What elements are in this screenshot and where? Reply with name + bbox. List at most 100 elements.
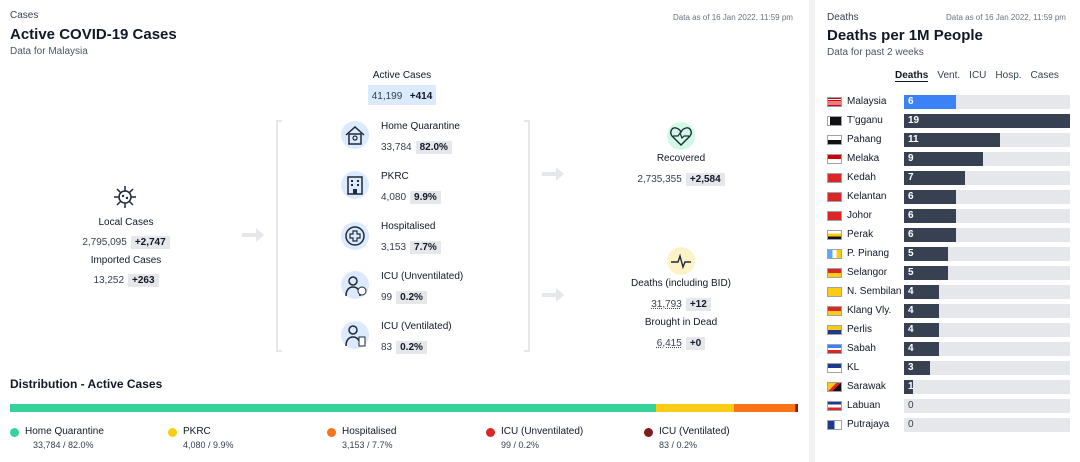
bar-value: 6 bbox=[908, 210, 914, 221]
active-cases-panel: Cases Active COVID-19 Cases Data for Mal… bbox=[0, 0, 809, 462]
bar-value: 9 bbox=[908, 153, 914, 164]
distribution-segment[interactable] bbox=[10, 404, 657, 412]
deaths-stat: Deaths (including BID) 31,793 +12 bbox=[605, 278, 757, 312]
bar-value: 6 bbox=[908, 96, 914, 107]
deaths-title: Deaths per 1M People bbox=[827, 27, 983, 44]
state-row[interactable]: N. Sembilan 4 bbox=[827, 285, 1072, 299]
state-row[interactable]: Sarawak 1 bbox=[827, 380, 1072, 394]
flag-pahang-icon bbox=[827, 135, 842, 145]
flag-perak-icon bbox=[827, 230, 842, 240]
state-row[interactable]: Perak 6 bbox=[827, 228, 1072, 242]
flag-perlis-icon bbox=[827, 325, 842, 335]
flag-kl-icon bbox=[827, 363, 842, 373]
local-cases-value: 2,795,095 bbox=[82, 237, 127, 248]
bracket-right bbox=[524, 120, 530, 352]
legend-value: 3,153 / 7.7% bbox=[342, 440, 393, 450]
bar-track: 6 bbox=[904, 209, 1070, 223]
flag-malaysia-icon bbox=[827, 97, 842, 107]
state-name: Sabah bbox=[847, 343, 876, 354]
state-name: N. Sembilan bbox=[847, 286, 902, 297]
bar-fill bbox=[904, 133, 1001, 147]
imported-cases-stat: Imported Cases 13,252 +263 bbox=[56, 255, 196, 288]
bar-value: 5 bbox=[908, 267, 914, 278]
distribution-segment[interactable] bbox=[796, 404, 798, 412]
state-row[interactable]: Sabah 4 bbox=[827, 342, 1072, 356]
tab-hosp[interactable]: Hosp. bbox=[995, 70, 1022, 81]
state-row[interactable]: Malaysia 6 bbox=[827, 95, 1072, 109]
pkrc-stat: PKRC 4,080 9.9% bbox=[381, 171, 441, 205]
bar-value: 0 bbox=[908, 419, 914, 430]
state-row[interactable]: Pahang 11 bbox=[827, 133, 1072, 147]
distribution-segment[interactable] bbox=[794, 404, 797, 412]
tab-deaths[interactable]: Deaths bbox=[895, 70, 929, 82]
legend-label: Hospitalised bbox=[342, 426, 397, 437]
icu-unventilated-label: ICU (Unventilated) bbox=[381, 271, 464, 282]
pulse-line-icon bbox=[667, 247, 695, 275]
state-name: Pahang bbox=[847, 134, 882, 145]
state-name: Putrajaya bbox=[847, 419, 890, 430]
tab-vent[interactable]: Vent. bbox=[937, 70, 961, 81]
tab-icu[interactable]: ICU bbox=[969, 70, 987, 81]
state-name: Melaka bbox=[847, 153, 880, 164]
home-quarantine-stat: Home Quarantine 33,784 82.0% bbox=[381, 121, 460, 155]
state-row[interactable]: Selangor 5 bbox=[827, 266, 1072, 280]
state-name: Perak bbox=[847, 229, 874, 240]
icu-unventilated-pct: 0.2% bbox=[396, 291, 427, 304]
bar-fill bbox=[904, 95, 957, 109]
flag-labuan-icon bbox=[827, 401, 842, 411]
bar-value: 7 bbox=[908, 172, 914, 183]
state-name: Johor bbox=[847, 210, 873, 221]
state-row[interactable]: Labuan 0 bbox=[827, 399, 1072, 413]
bar-fill bbox=[904, 171, 966, 185]
flag-melaka-icon bbox=[827, 154, 842, 164]
bar-value: 3 bbox=[908, 362, 914, 373]
state-row[interactable]: Melaka 9 bbox=[827, 152, 1072, 166]
distribution-segment[interactable] bbox=[656, 404, 735, 412]
bar-value: 0 bbox=[908, 400, 914, 411]
flag-kedah-icon bbox=[827, 173, 842, 183]
legend-dot bbox=[327, 428, 336, 437]
bid-value[interactable]: 6,415 bbox=[656, 338, 682, 349]
state-row[interactable]: Perlis 4 bbox=[827, 323, 1072, 337]
state-row[interactable]: P. Pinang 5 bbox=[827, 247, 1072, 261]
bar-value: 5 bbox=[908, 248, 914, 259]
legend-value: 33,784 / 82.0% bbox=[33, 440, 94, 450]
tab-cases[interactable]: Cases bbox=[1030, 70, 1059, 81]
bar-track: 0 bbox=[904, 418, 1070, 432]
state-row[interactable]: Klang Vly. 4 bbox=[827, 304, 1072, 318]
bar-fill bbox=[904, 247, 948, 261]
deaths-label: Deaths (including BID) bbox=[630, 278, 732, 289]
state-row[interactable]: T'gganu 19 bbox=[827, 114, 1072, 128]
icu-ventilated-stat: ICU (Ventilated) 83 0.2% bbox=[381, 321, 452, 355]
state-row[interactable]: Johor 6 bbox=[827, 209, 1072, 223]
imported-cases-label: Imported Cases bbox=[90, 255, 162, 266]
bar-fill bbox=[904, 190, 957, 204]
section-label: Cases bbox=[10, 10, 39, 21]
state-row[interactable]: KL 3 bbox=[827, 361, 1072, 375]
bid-delta: +0 bbox=[685, 337, 706, 350]
bar-track: 11 bbox=[904, 133, 1070, 147]
bar-value: 4 bbox=[908, 343, 914, 354]
bar-track: 6 bbox=[904, 190, 1070, 204]
distribution-title: Distribution - Active Cases bbox=[10, 377, 163, 391]
state-row[interactable]: Kedah 7 bbox=[827, 171, 1072, 185]
state-row[interactable]: Kelantan 6 bbox=[827, 190, 1072, 204]
state-row[interactable]: Putrajaya 0 bbox=[827, 418, 1072, 432]
bar-value: 4 bbox=[908, 286, 914, 297]
page-title: Active COVID-19 Cases bbox=[10, 26, 177, 43]
distribution-segment[interactable] bbox=[734, 404, 795, 412]
recovered-stat: Recovered 2,735,355 +2,584 bbox=[605, 153, 757, 187]
deaths-value[interactable]: 31,793 bbox=[651, 299, 682, 310]
bar-track: 5 bbox=[904, 247, 1070, 261]
active-cases-stat: Active Cases 41,199 +414 bbox=[340, 70, 464, 105]
bar-fill bbox=[904, 342, 939, 356]
bar-value: 19 bbox=[908, 115, 920, 126]
bar-track: 0 bbox=[904, 399, 1070, 413]
flag-putrajaya-icon bbox=[827, 420, 842, 430]
legend-value: 99 / 0.2% bbox=[501, 440, 540, 450]
bar-track: 4 bbox=[904, 304, 1070, 318]
bar-fill bbox=[904, 114, 1070, 128]
pkrc-pct: 9.9% bbox=[410, 191, 441, 204]
bar-value: 6 bbox=[908, 229, 914, 240]
state-name: Sarawak bbox=[847, 381, 886, 392]
